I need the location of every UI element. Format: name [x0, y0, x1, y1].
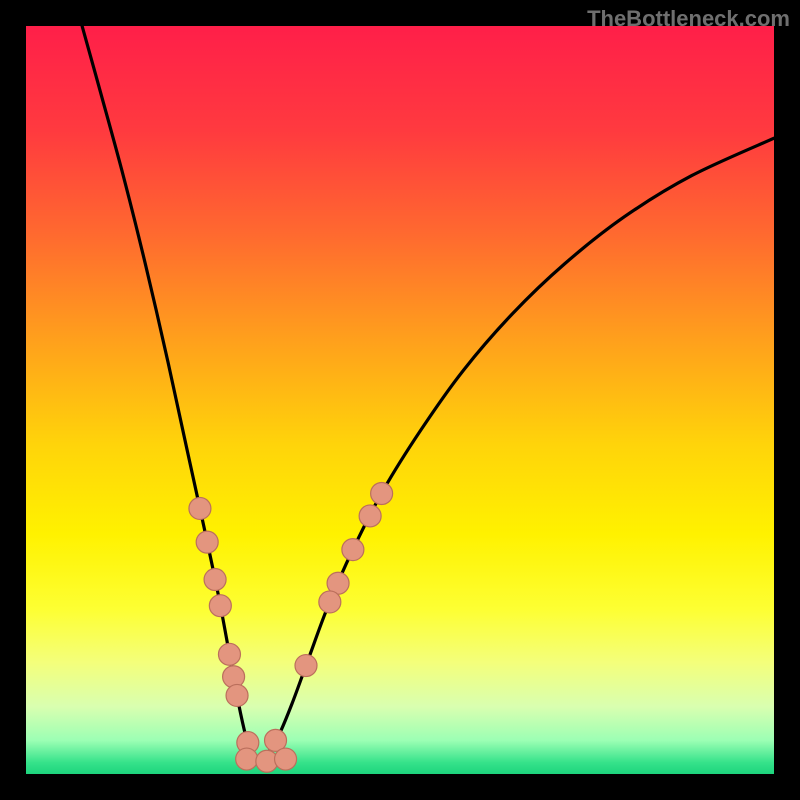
data-marker [319, 591, 341, 613]
data-marker [209, 595, 231, 617]
data-marker [295, 655, 317, 677]
data-marker [204, 569, 226, 591]
data-marker [371, 483, 393, 505]
data-marker [226, 684, 248, 706]
data-marker [218, 643, 240, 665]
chart-svg [0, 0, 800, 800]
data-marker [342, 539, 364, 561]
root-container: TheBottleneck.com [0, 0, 800, 800]
data-marker [275, 748, 297, 770]
data-marker [236, 748, 258, 770]
watermark-label: TheBottleneck.com [587, 6, 790, 32]
data-marker [189, 497, 211, 519]
plot-background [26, 26, 774, 774]
data-marker [359, 505, 381, 527]
data-marker [196, 531, 218, 553]
